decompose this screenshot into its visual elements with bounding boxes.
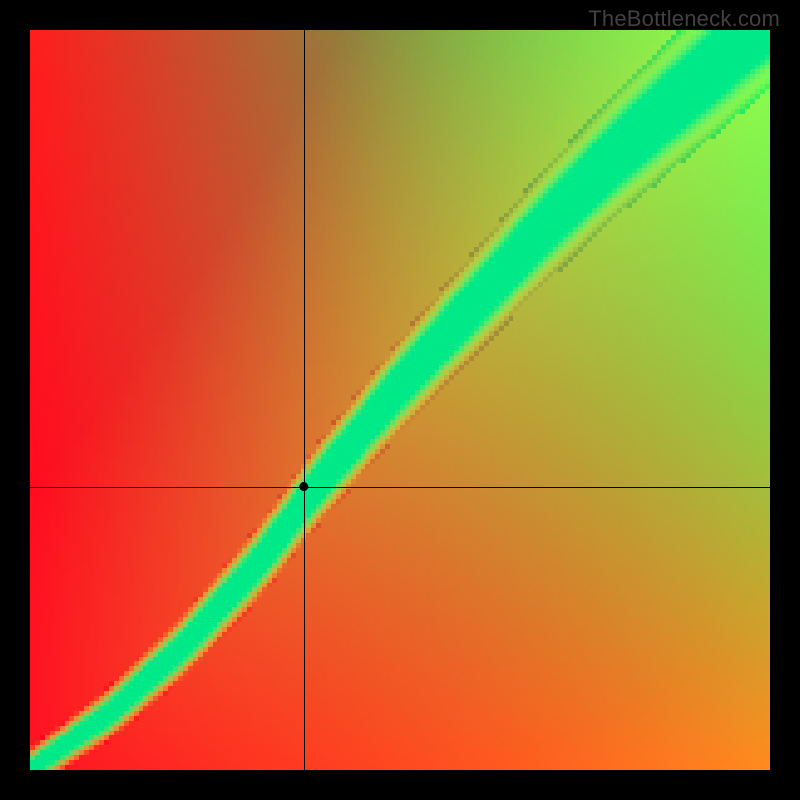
watermark-text: TheBottleneck.com [588,6,780,32]
bottleneck-heatmap [0,0,800,800]
chart-container [0,0,800,800]
